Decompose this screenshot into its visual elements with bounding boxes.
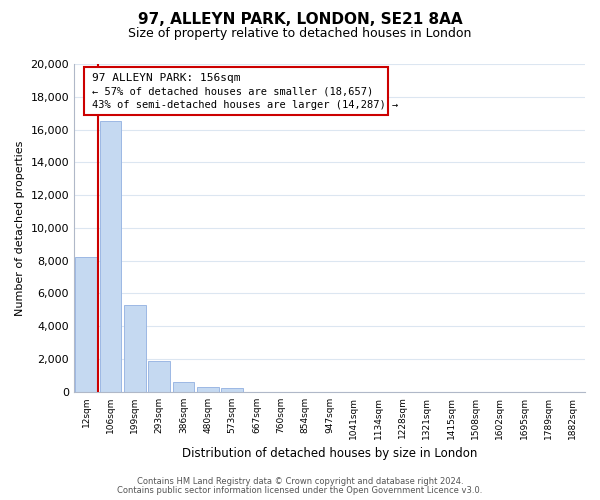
FancyBboxPatch shape <box>84 68 388 115</box>
Bar <box>148 362 170 392</box>
Bar <box>173 382 194 392</box>
Text: Contains public sector information licensed under the Open Government Licence v3: Contains public sector information licen… <box>118 486 482 495</box>
X-axis label: Distribution of detached houses by size in London: Distribution of detached houses by size … <box>182 447 477 460</box>
Bar <box>197 387 219 392</box>
Text: 97, ALLEYN PARK, LONDON, SE21 8AA: 97, ALLEYN PARK, LONDON, SE21 8AA <box>137 12 463 28</box>
Text: Size of property relative to detached houses in London: Size of property relative to detached ho… <box>128 28 472 40</box>
Text: Contains HM Land Registry data © Crown copyright and database right 2024.: Contains HM Land Registry data © Crown c… <box>137 477 463 486</box>
Bar <box>221 388 243 392</box>
Bar <box>75 258 97 392</box>
Bar <box>124 305 146 392</box>
Bar <box>100 122 121 392</box>
Y-axis label: Number of detached properties: Number of detached properties <box>15 140 25 316</box>
Text: 43% of semi-detached houses are larger (14,287) →: 43% of semi-detached houses are larger (… <box>92 100 398 110</box>
Text: ← 57% of detached houses are smaller (18,657): ← 57% of detached houses are smaller (18… <box>92 87 373 97</box>
Text: 97 ALLEYN PARK: 156sqm: 97 ALLEYN PARK: 156sqm <box>92 73 241 83</box>
